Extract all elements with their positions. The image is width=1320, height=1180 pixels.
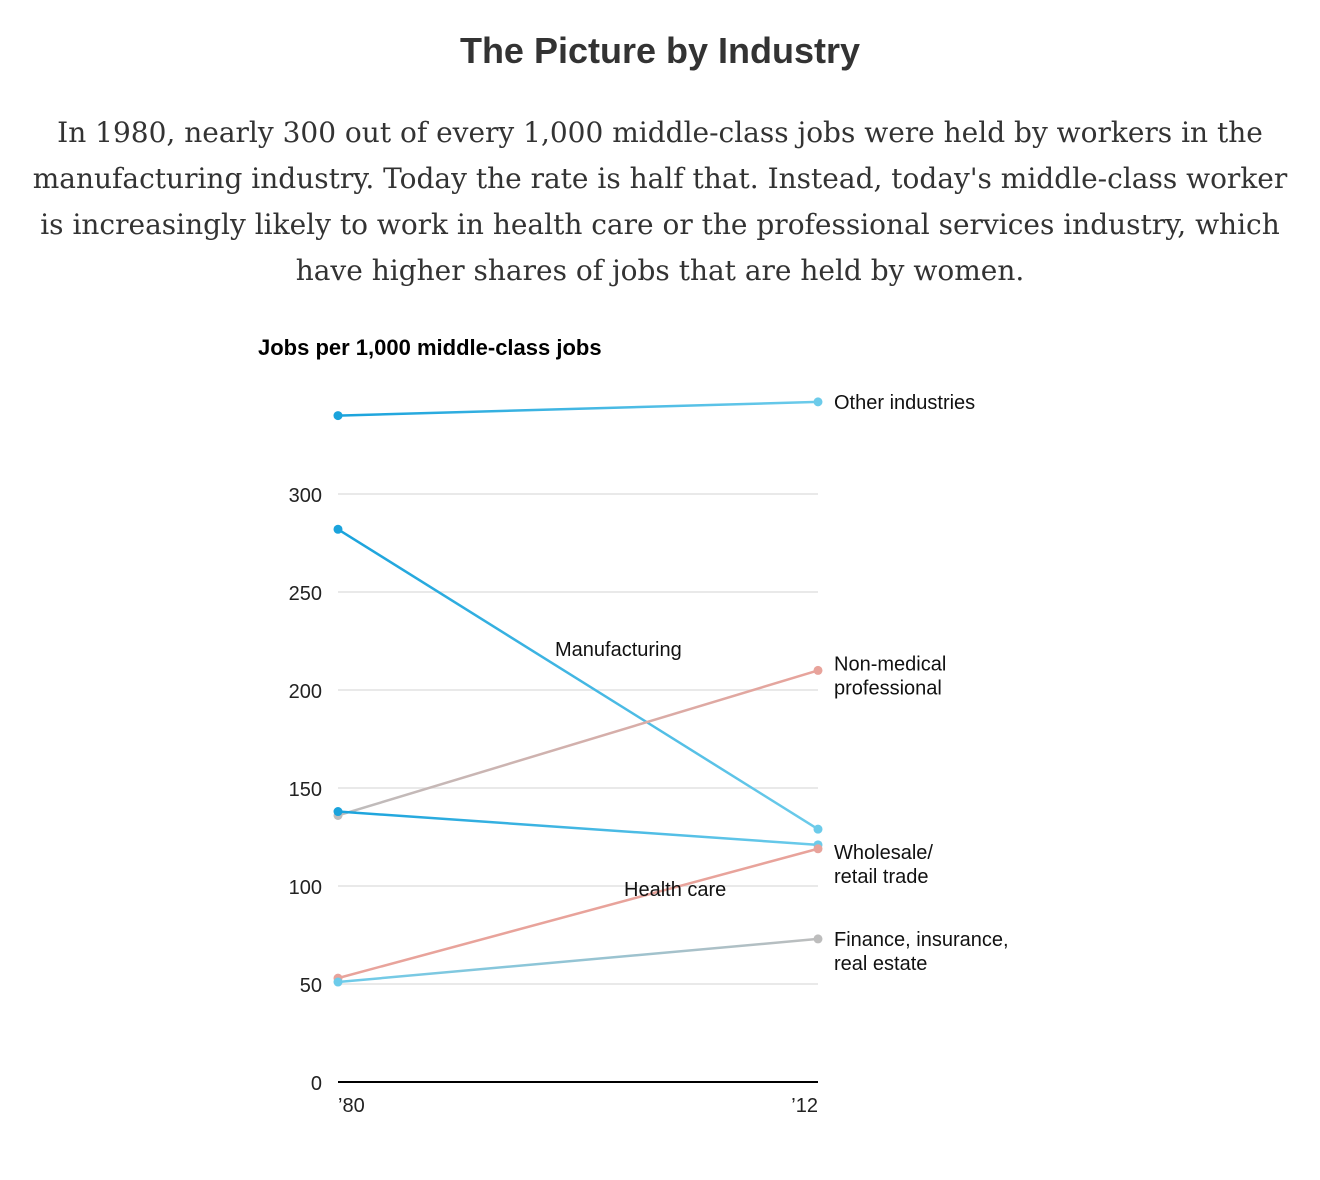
series-labels: Other industries Manufacturing Non-medical… [555,392,1009,975]
data-point [813,824,823,834]
y-tick-label: 300 [289,485,322,507]
series-line [337,669,819,817]
data-point [333,807,343,817]
series-label: Health care [624,879,726,901]
data-point [333,524,343,534]
series-label: Wholesale/retail trade [834,842,933,888]
y-tick-label: 200 [289,681,322,703]
x-tick-label: ’12 [791,1095,818,1117]
series-label: Manufacturing [555,639,682,661]
series-lines [337,400,819,984]
series-label: Non-medical professional [834,653,946,699]
series-line [337,528,819,831]
data-point [813,934,823,944]
series-label-line: real estate [834,953,927,975]
data-point [813,844,823,854]
y-axis-label: Jobs per 1,000 middle-class jobs [258,335,602,360]
y-tick-label: 150 [289,779,322,801]
series-label-line: professional [834,677,942,699]
chart-intro-text: In 1980, nearly 300 out of every 1,000 m… [32,116,1288,287]
y-tick-label: 0 [311,1073,322,1095]
series-label-line: Manufacturing [555,639,682,661]
series-line [337,810,819,847]
series-line [337,847,819,980]
series-line [337,400,819,417]
y-axis-ticks: 0 50 100 150 200 250 300 [289,485,322,1095]
series-label-line: Other industries [834,392,975,414]
series-label-line: Finance, insurance, [834,929,1009,951]
data-point [333,411,343,421]
x-axis-ticks: ’80 ’12 [338,1095,818,1117]
data-point [333,977,343,987]
y-tick-label: 250 [289,583,322,605]
series-label: Finance, insurance, real estate [834,929,1009,975]
data-point [813,665,823,675]
x-tick-label: ’80 [338,1095,365,1117]
series-label-line: Non-medical [834,653,946,675]
series-label-line: Wholesale/ [834,842,933,864]
series-line [337,937,819,984]
y-tick-label: 50 [300,975,322,997]
series-points [333,397,823,987]
chart-headline: The Picture by Industry [459,30,861,71]
series-label-line: retail trade [834,866,929,888]
data-point [813,397,823,407]
series-label: Other industries [834,392,975,414]
y-tick-label: 100 [289,877,322,899]
gridlines [338,493,818,1083]
series-label-line: Health care [624,879,726,901]
